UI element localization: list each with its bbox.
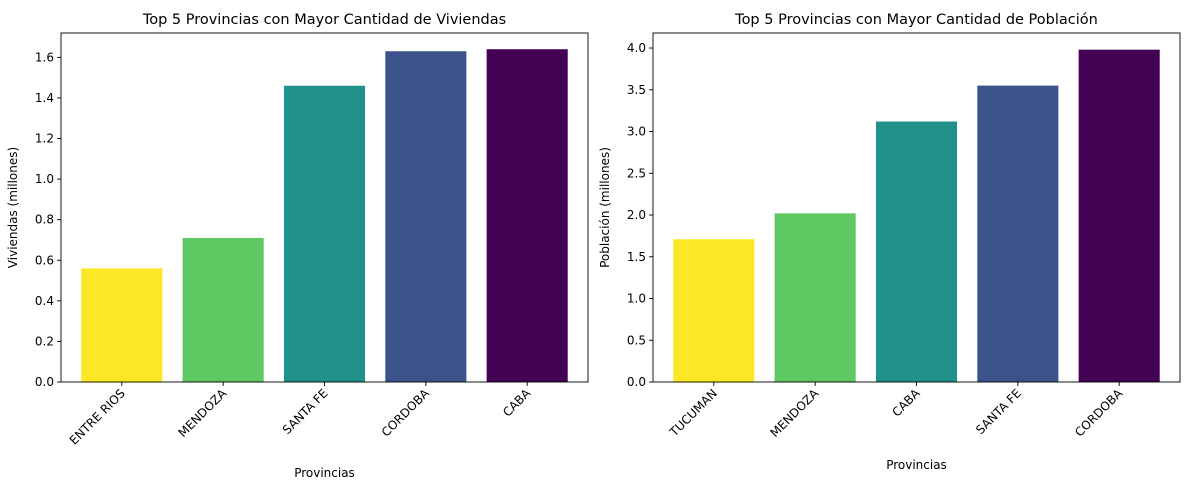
y-tick-label: 0.6 xyxy=(35,253,54,267)
plot-frame xyxy=(60,32,589,383)
plot-frame xyxy=(652,32,1181,383)
bar-caba xyxy=(875,121,958,383)
bar-mendoza xyxy=(182,237,264,382)
x-tick-label: SANTA FE xyxy=(280,386,331,437)
bar-cordoba xyxy=(385,51,467,382)
y-tick-label: 2.0 xyxy=(627,208,646,222)
y-tick-label: 1.4 xyxy=(35,91,54,105)
y-ticks: 0.0 0.2 0.4 0.6 0.8 1.0 1.2 1.4 1.6 xyxy=(35,50,61,389)
bars xyxy=(81,49,568,383)
x-axis-label: Provincias xyxy=(886,458,947,472)
x-tick-label: MENDOZA xyxy=(176,386,230,440)
y-tick-label: 2.5 xyxy=(627,166,646,180)
bar-caba xyxy=(486,49,568,383)
x-tick-label: SANTA FE xyxy=(973,386,1024,437)
bar-cordoba xyxy=(1078,49,1160,383)
y-tick-label: 3.5 xyxy=(627,83,646,97)
x-ticks: TUCUMAN MENDOZA CABA SANTA FE CORDOBA xyxy=(666,382,1126,440)
y-axis-label: Población (millones) xyxy=(598,147,612,268)
x-axis-label: Provincias xyxy=(294,466,355,480)
bar-tucuman xyxy=(673,239,755,382)
x-tick-label: CABA xyxy=(500,386,534,420)
y-tick-label: 1.6 xyxy=(35,50,54,64)
y-tick-label: 0.0 xyxy=(35,375,54,389)
x-tick-label: CORDOBA xyxy=(379,386,433,440)
y-tick-label: 0.2 xyxy=(35,334,54,348)
bars xyxy=(673,49,1160,383)
x-ticks: ENTRE RIOS MENDOZA SANTA FE CORDOBA CABA xyxy=(67,382,534,447)
bar-entre-rios xyxy=(81,268,163,382)
y-tick-label: 0.4 xyxy=(35,294,54,308)
chart-poblacion: Top 5 Provincias con Mayor Cantidad de P… xyxy=(598,12,1181,472)
bar-santa-fe xyxy=(977,85,1059,383)
y-tick-label: 0.5 xyxy=(627,333,646,347)
x-tick-label: ENTRE RIOS xyxy=(67,386,128,447)
y-axis-label: Viviendas (millones) xyxy=(6,147,20,268)
x-tick-label: CABA xyxy=(889,386,923,420)
y-ticks: 0.0 0.5 1.0 1.5 2.0 2.5 3.0 3.5 4.0 xyxy=(627,41,653,389)
y-tick-label: 1.5 xyxy=(627,250,646,264)
y-tick-label: 3.0 xyxy=(627,125,646,139)
chart-viviendas: Top 5 Provincias con Mayor Cantidad de V… xyxy=(6,12,589,480)
chart-title: Top 5 Provincias con Mayor Cantidad de P… xyxy=(734,12,1098,28)
y-tick-label: 4.0 xyxy=(627,41,646,55)
x-tick-label: TUCUMAN xyxy=(666,386,720,440)
y-tick-label: 1.2 xyxy=(35,132,54,146)
y-tick-label: 1.0 xyxy=(627,292,646,306)
y-tick-label: 0.0 xyxy=(627,375,646,389)
bar-santa-fe xyxy=(283,85,366,383)
y-tick-label: 1.0 xyxy=(35,172,54,186)
bar-mendoza xyxy=(774,213,856,382)
x-tick-label: MENDOZA xyxy=(768,386,822,440)
chart-title: Top 5 Provincias con Mayor Cantidad de V… xyxy=(142,12,506,28)
y-tick-label: 0.8 xyxy=(35,213,54,227)
x-tick-label: CORDOBA xyxy=(1072,386,1126,440)
